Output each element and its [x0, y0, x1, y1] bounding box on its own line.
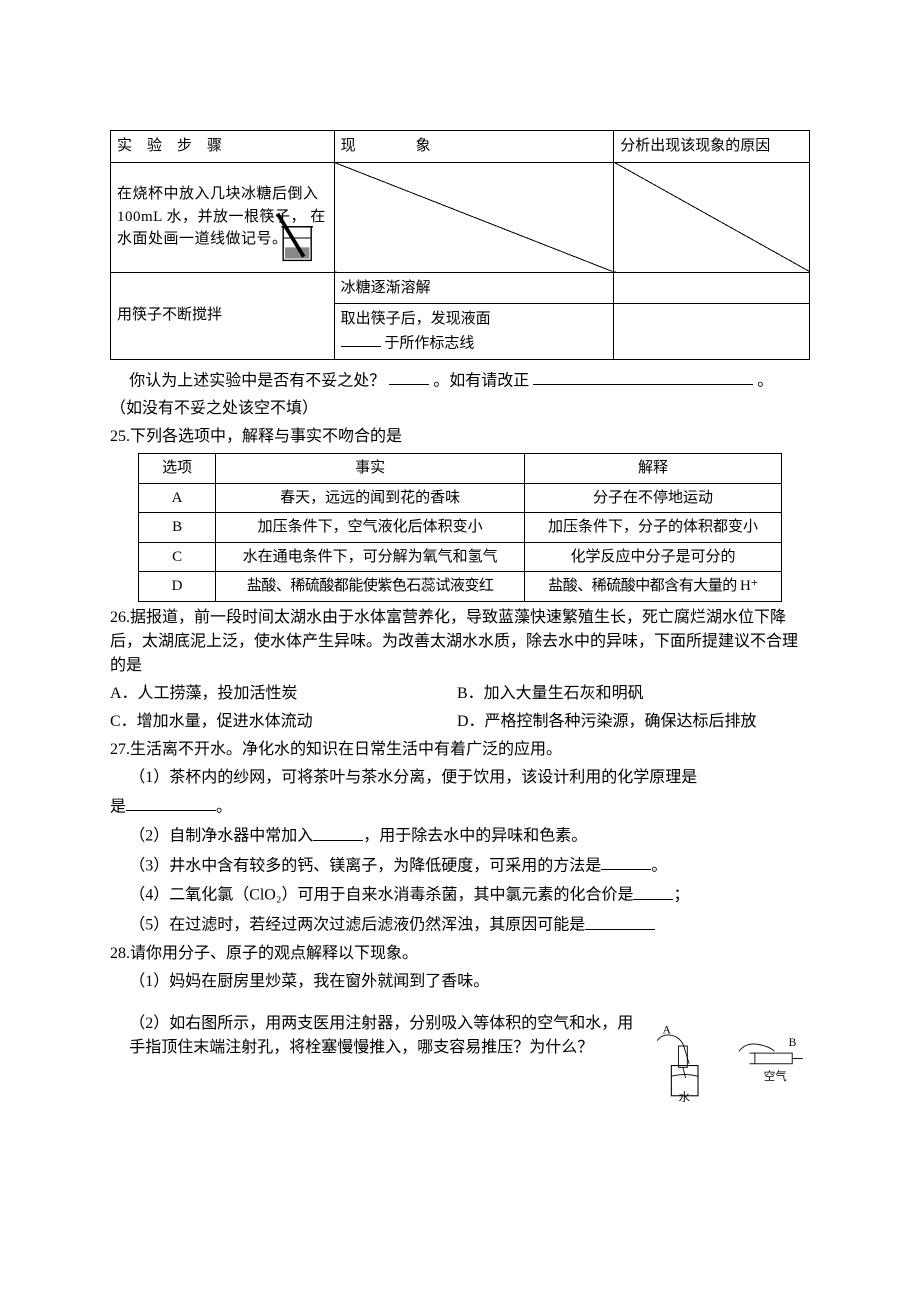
table-row: 用筷子不断搅拌 冰糖逐渐溶解: [111, 272, 810, 304]
label-water: 水: [678, 1091, 690, 1103]
blank-input[interactable]: [126, 794, 216, 812]
step1-cell: 在烧杯中放入几块冰糖后倒入 100mL 水，并放一根筷子， 在水面处画一道线做记…: [111, 162, 335, 272]
q27-2: （2）自制净水器中常加入 ，用于除去水中的异味和色素。: [110, 823, 810, 849]
q27-5: （5）在过滤时，若经过两次过滤后滤液仍然浑浊，其原因可能是: [110, 912, 810, 938]
table-row: 在烧杯中放入几块冰糖后倒入 100mL 水，并放一根筷子， 在水面处画一道线做记…: [111, 162, 810, 272]
fact-a: 春天，远远的闻到花的香味: [216, 483, 525, 513]
q27-1: （1）茶杯内的纱网，可将茶叶与茶水分离，便于饮用，该设计利用的化学原理是: [110, 766, 810, 790]
q24-text-a: 你认为上述实验中是否有不妥之处？: [129, 372, 385, 389]
q26-options-row1: A．人工捞藻，投加活性炭 B．加入大量生石灰和明矾: [110, 682, 810, 706]
blank-input[interactable]: [341, 331, 381, 348]
th-option: 选项: [139, 454, 216, 484]
q27-1-suffix: 。: [216, 798, 232, 815]
q27-4-suffix: ；: [673, 887, 689, 904]
opt-d: D: [139, 572, 216, 602]
q26-options-row2: C．增加水量，促进水体流动 D．严格控制各种污染源，确保达标后排放: [110, 710, 810, 734]
opt-b: B: [139, 513, 216, 543]
q26-d: D．严格控制各种污染源，确保达标后排放: [457, 710, 800, 734]
phenom-b: 取出筷子后，发现液面 于所作标志线: [334, 304, 614, 360]
diag-cell: [334, 162, 614, 272]
q27-stem: 27.生活离不开水。净化水的知识在日常生活中有着广泛的应用。: [110, 738, 810, 762]
q25-table: 选项 事实 解释 A 春天，远远的闻到花的香味 分子在不停地运动 B 加压条件下…: [138, 453, 782, 602]
q27-5-text: （5）在过滤时，若经过两次过滤后滤液仍然浑浊，其原因可能是: [129, 917, 585, 934]
opt-c: C: [139, 542, 216, 572]
q27-4-text: （4）二氧化氯（ClO₂）可用于自来水消毒杀菌，其中氯元素的化合价是: [129, 887, 633, 904]
explain-c: 化学反应中分子是可分的: [525, 542, 782, 572]
q24-text-c: 。: [757, 372, 773, 389]
table-header-row: 选项 事实 解释: [139, 454, 782, 484]
q27-1-text: （1）茶杯内的纱网，可将茶叶与茶水分离，便于饮用，该设计利用的化学原理是: [129, 769, 697, 786]
syringe-figure: 水 A B 空气: [650, 1014, 810, 1103]
table-row: A 春天，远远的闻到花的香味 分子在不停地运动: [139, 483, 782, 513]
q24-followup: 你认为上述实验中是否有不妥之处？ 。如有请改正 。: [110, 368, 810, 394]
experiment-table: 实 验 步 骤 现 象 分析出现该现象的原因 在烧杯中放入几块冰糖后倒入 100…: [110, 130, 810, 360]
blank-input[interactable]: [389, 368, 429, 386]
q26-b: B．加入大量生石灰和明矾: [457, 682, 800, 706]
fact-b: 加压条件下，空气液化后体积变小: [216, 513, 525, 543]
th-step: 实 验 步 骤: [111, 131, 335, 163]
phenom-b-pre: 取出筷子后，发现液面: [341, 311, 491, 327]
q27-2-text: （2）自制净水器中常加入: [129, 828, 313, 845]
table-row: C 水在通电条件下，可分解为氧气和氢气 化学反应中分子是可分的: [139, 542, 782, 572]
th-explain: 解释: [525, 454, 782, 484]
table-header-row: 实 验 步 骤 现 象 分析出现该现象的原因: [111, 131, 810, 163]
label-air: 空气: [764, 1068, 788, 1082]
phenom-a: 冰糖逐渐溶解: [334, 272, 614, 304]
q28-stem: 28.请你用分子、原子的观点解释以下现象。: [110, 942, 810, 966]
q28-2-wrap: 水 A B 空气 （2）如右图所示，用两支医用注射器，分别吸入等体积的空气和水，…: [110, 1012, 810, 1060]
reason-blank[interactable]: [614, 304, 810, 360]
th-fact: 事实: [216, 454, 525, 484]
q26-c: C．增加水量，促进水体流动: [110, 710, 453, 734]
fact-d: 盐酸、稀硫酸都能使紫色石蕊试液变红: [216, 572, 525, 602]
q26-stem: 26.据报道，前一段时间太湖水由于水体富营养化，导致蓝藻快速繁殖生长，死亡腐烂湖…: [110, 606, 810, 678]
q27-4: （4）二氧化氯（ClO₂）可用于自来水消毒杀菌，其中氯元素的化合价是 ；: [110, 882, 810, 908]
step2-cell: 用筷子不断搅拌: [111, 272, 335, 359]
diag-cell: [614, 162, 810, 272]
table-row: D 盐酸、稀硫酸都能使紫色石蕊试液变红 盐酸、稀硫酸中都含有大量的 H⁺: [139, 572, 782, 602]
q27-3-suffix: 。: [651, 857, 667, 874]
blank-input[interactable]: [533, 368, 753, 386]
blank-input[interactable]: [601, 853, 651, 871]
blank-input[interactable]: [313, 823, 363, 841]
blank-input[interactable]: [633, 882, 673, 900]
q28-2-text: （2）如右图所示，用两支医用注射器，分别吸入等体积的空气和水，用手指顶住末端注射…: [129, 1015, 633, 1056]
q27-1b: 是。: [110, 794, 810, 820]
explain-b: 加压条件下，分子的体积都变小: [525, 513, 782, 543]
th-reason: 分析出现该现象的原因: [614, 131, 810, 163]
label-a: A: [662, 1024, 671, 1036]
opt-a: A: [139, 483, 216, 513]
blank-input[interactable]: [585, 912, 655, 930]
q24-note: （如没有不妥之处该空不填）: [110, 397, 810, 421]
fact-c: 水在通电条件下，可分解为氧气和氢气: [216, 542, 525, 572]
q24-text-b: 。如有请改正: [433, 372, 529, 389]
q27-3: （3）井水中含有较多的钙、镁离子，为降低硬度，可采用的方法是 。: [110, 853, 810, 879]
q25-stem: 25.下列各选项中，解释与事实不吻合的是: [110, 425, 810, 449]
label-b: B: [789, 1037, 797, 1049]
q27-1-prefix: 是: [110, 798, 126, 815]
explain-d: 盐酸、稀硫酸中都含有大量的 H⁺: [525, 572, 782, 602]
q27-3-text: （3）井水中含有较多的钙、镁离子，为降低硬度，可采用的方法是: [129, 857, 601, 874]
q27-2-suffix: ，用于除去水中的异味和色素。: [363, 828, 587, 845]
reason-blank[interactable]: [614, 272, 810, 304]
phenom-b-post: 于所作标志线: [384, 335, 474, 351]
q26-a: A．人工捞藻，投加活性炭: [110, 682, 453, 706]
q28-1: （1）妈妈在厨房里炒菜，我在窗外就闻到了香味。: [110, 970, 810, 994]
beaker-icon: [272, 210, 328, 266]
table-row: B 加压条件下，空气液化后体积变小 加压条件下，分子的体积都变小: [139, 513, 782, 543]
th-phenomenon: 现 象: [334, 131, 614, 163]
explain-a: 分子在不停地运动: [525, 483, 782, 513]
